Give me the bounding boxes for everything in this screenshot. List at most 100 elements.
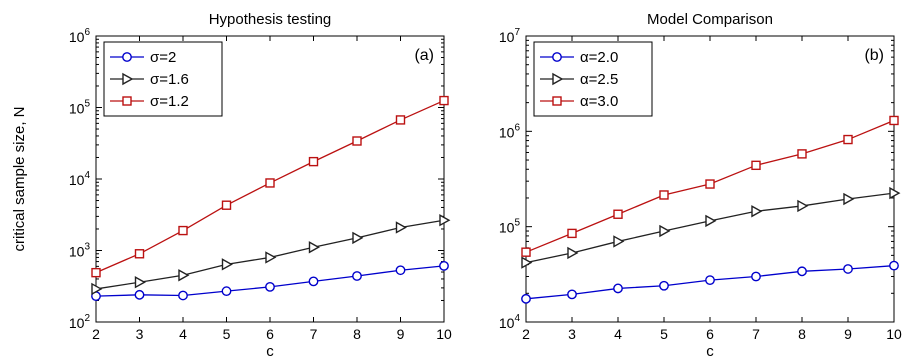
data-point	[889, 260, 899, 271]
data-point	[352, 271, 362, 281]
chart-title: Hypothesis testing	[209, 11, 332, 28]
data-point	[178, 290, 188, 301]
panel-label: (a)	[414, 47, 434, 64]
data-point	[178, 225, 188, 236]
chart-panel-a: Hypothesis testing (a) 2 3 4 5 6 7 8 9 10 102 103 104…	[11, 11, 452, 360]
data-point	[797, 149, 807, 159]
legend-marker	[552, 52, 562, 62]
data-point	[308, 156, 319, 167]
x-tick-label: 8	[353, 326, 361, 342]
data-point	[221, 200, 232, 210]
data-point	[567, 246, 579, 260]
data-point	[889, 115, 899, 126]
x-tick-label: 8	[798, 326, 806, 342]
data-point	[265, 178, 275, 188]
x-tick-label: 4	[179, 326, 187, 342]
data-point	[613, 209, 623, 219]
data-point	[395, 115, 406, 125]
legend: σ=2 σ=1.6 σ=1.2	[103, 41, 223, 117]
y-tick-label: 104	[499, 313, 521, 331]
y-axis-label: critical sample size, N	[11, 106, 28, 251]
legend-marker	[122, 72, 134, 86]
legend-entry: σ=1.6	[150, 71, 189, 88]
data-point	[659, 190, 669, 200]
legend-entry: α=3.0	[580, 93, 618, 110]
legend-entry: α=2.5	[580, 71, 618, 88]
x-tick-label: 6	[706, 326, 714, 342]
legend-marker	[552, 72, 564, 86]
data-point	[395, 221, 407, 234]
data-point	[567, 228, 577, 239]
data-point	[613, 283, 623, 294]
x-tick-label: 2	[92, 326, 100, 342]
data-point	[221, 258, 233, 271]
x-tick-label: 3	[568, 326, 576, 342]
legend-marker	[552, 96, 562, 106]
data-point	[91, 282, 103, 296]
series-line	[525, 192, 895, 264]
y-tick-label: 105	[69, 99, 91, 117]
data-point	[221, 286, 232, 297]
data-point	[521, 247, 531, 257]
data-point	[439, 95, 449, 106]
y-tick-label: 104	[69, 170, 91, 188]
data-point	[178, 269, 190, 282]
data-point	[705, 214, 717, 228]
x-tick-label: 5	[223, 326, 231, 342]
x-tick-label: 10	[886, 326, 902, 342]
legend-entry: σ=2	[150, 49, 176, 66]
data-point	[352, 136, 362, 146]
data-point	[352, 231, 364, 245]
legend: α=2.0 α=2.5 α=3.0	[533, 41, 653, 117]
y-tick-label: 106	[499, 122, 521, 140]
legend-entry: σ=1.2	[150, 93, 189, 110]
y-tick-label: 106	[69, 27, 91, 45]
data-point	[889, 186, 901, 200]
x-tick-label: 7	[752, 326, 760, 342]
data-point	[134, 276, 146, 289]
x-tick-label: 9	[844, 326, 852, 342]
data-point	[265, 251, 277, 264]
y-tick-label: 105	[499, 218, 521, 236]
data-point	[613, 235, 625, 248]
data-point	[567, 289, 577, 300]
legend-marker	[122, 52, 132, 62]
y-tick-label: 102	[69, 313, 91, 331]
x-tick-label: 3	[136, 326, 144, 342]
y-tick-label: 107	[499, 27, 521, 45]
data-point	[308, 276, 319, 287]
data-point	[521, 256, 533, 269]
legend-entry: α=2.0	[580, 49, 618, 66]
data-point	[705, 275, 715, 286]
x-axis-label: c	[266, 343, 274, 360]
x-axis-label: c	[706, 343, 714, 360]
x-tick-label: 5	[660, 326, 668, 342]
data-point	[843, 192, 855, 206]
x-tick-label: 4	[614, 326, 622, 342]
data-point	[659, 224, 671, 238]
data-point	[395, 265, 406, 276]
data-point	[843, 264, 853, 274]
data-point	[265, 281, 275, 292]
x-tick-label: 7	[310, 326, 318, 342]
data-point	[797, 199, 809, 213]
x-tick-label: 6	[266, 326, 274, 342]
data-point	[659, 280, 669, 291]
data-point	[134, 289, 145, 300]
data-point	[134, 249, 145, 259]
chart-title: Model Comparison	[647, 11, 773, 28]
x-tick-label: 2	[522, 326, 530, 342]
data-point	[91, 267, 101, 278]
data-point	[439, 260, 449, 271]
data-point	[797, 266, 807, 277]
y-tick-label: 103	[69, 242, 91, 260]
data-point	[751, 271, 761, 282]
data-point	[705, 179, 715, 189]
data-point	[439, 214, 451, 227]
data-point	[521, 293, 531, 304]
data-point	[751, 160, 761, 171]
x-tick-label: 10	[436, 326, 452, 342]
data-point	[843, 134, 853, 145]
panel-label: (b)	[864, 47, 884, 64]
